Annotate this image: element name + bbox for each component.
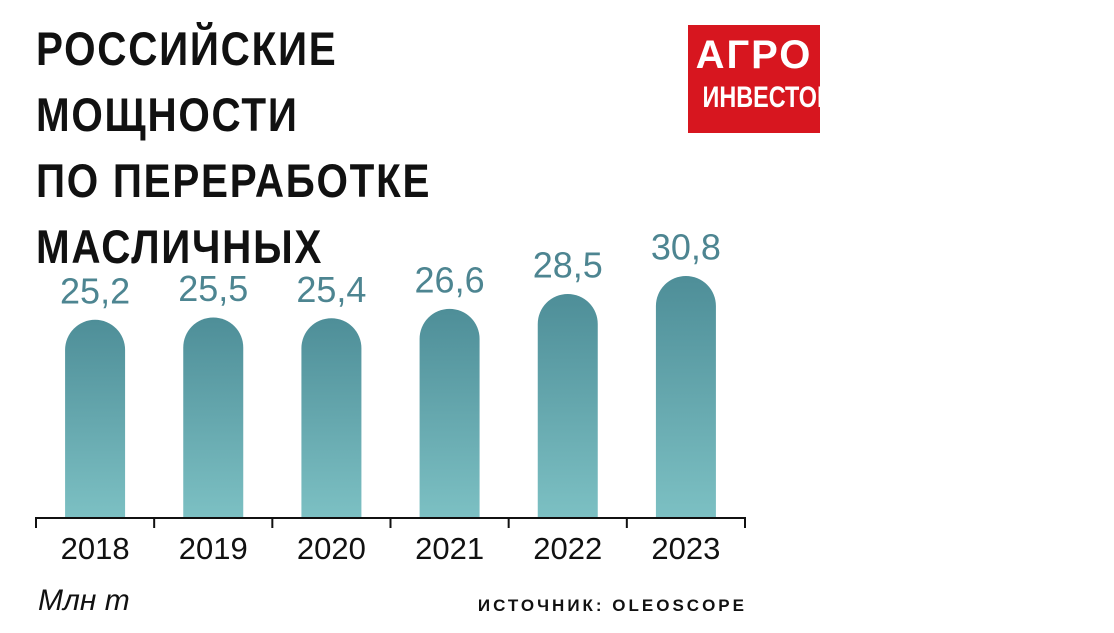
bar [183,317,244,517]
bar [419,308,480,517]
bar [65,319,126,517]
x-tick-label: 2020 [297,531,366,566]
data-label: 26,6 [415,259,485,300]
logo: АГРО ИНВЕСТОР [688,25,833,133]
logo-text: АГРО [695,33,813,77]
bar [655,275,716,517]
unit-label: Млн т [38,584,130,617]
bar [301,318,362,517]
x-tick-label: 2021 [415,531,484,566]
bar [537,293,598,517]
data-label: 25,4 [296,269,366,310]
data-label: 25,5 [178,268,248,309]
x-tick-label: 2023 [651,531,720,566]
x-tick-label: 2018 [61,531,130,566]
x-tick-label: 2019 [179,531,248,566]
x-tick-label: 2022 [533,531,602,566]
data-label: 25,2 [60,270,130,311]
data-label: 30,8 [651,227,721,268]
chart-title: РОССИЙСКИЕ МОЩНОСТИ ПО ПЕРЕРАБОТКЕ МАСЛИ… [36,22,432,273]
source-note: ИСТОЧНИК: OLEOSCOPE [477,596,747,615]
data-label: 28,5 [533,245,603,286]
